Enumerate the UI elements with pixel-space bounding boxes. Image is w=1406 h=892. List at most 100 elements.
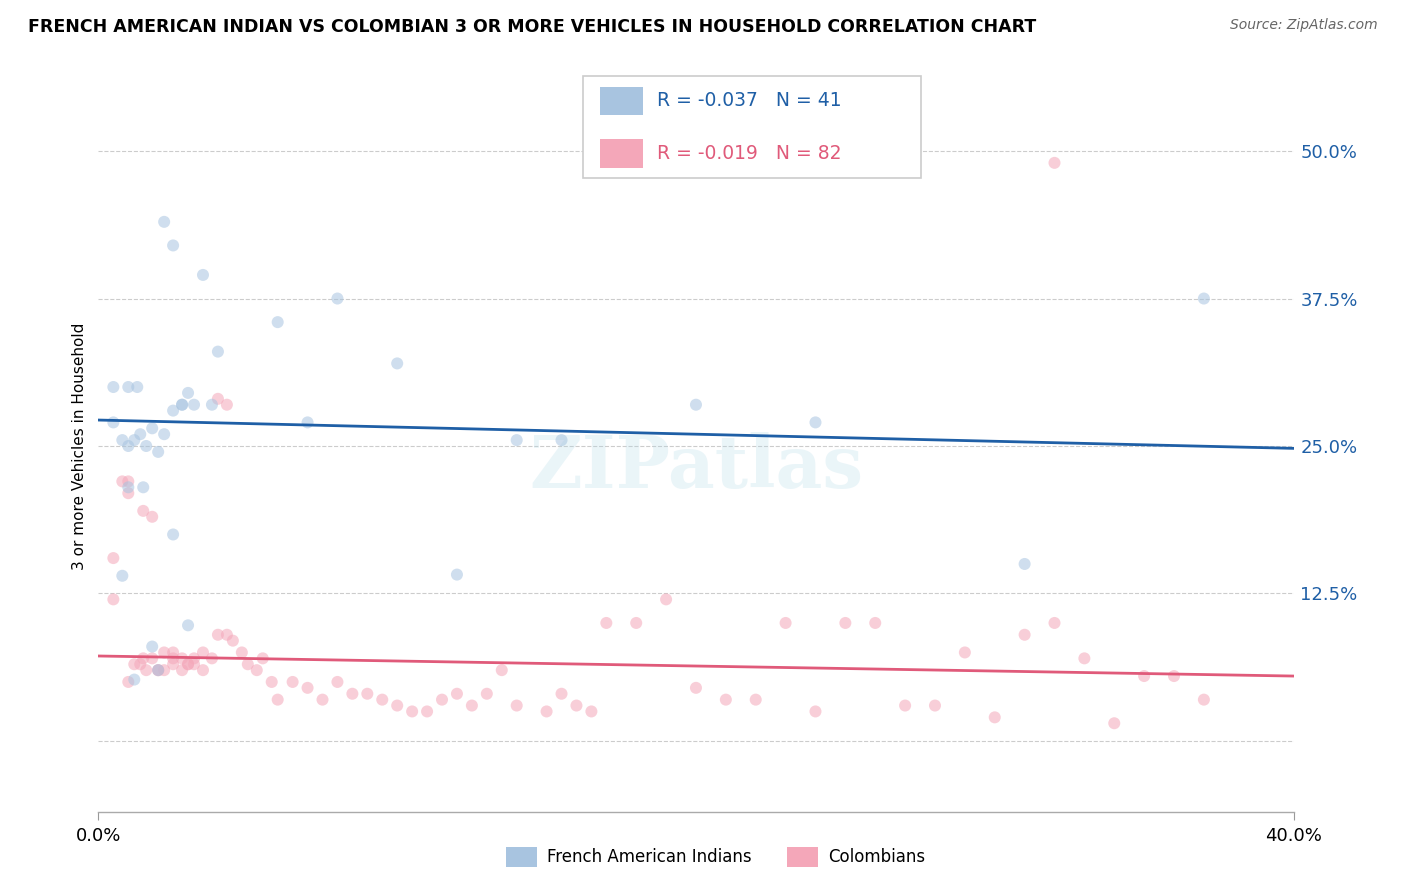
Point (191, 268, 214, 282)
Point (103, 416, 125, 430)
Point (281, 675, 304, 690)
Text: ZIPatlas: ZIPatlas (529, 433, 863, 503)
Point (461, 698, 484, 713)
Point (141, 509, 163, 524)
Point (162, 657, 184, 672)
Point (475, 687, 498, 701)
Point (183, 657, 205, 672)
Text: R = -0.019   N = 82: R = -0.019 N = 82 (657, 144, 841, 163)
Point (953, 645, 976, 659)
Point (207, 392, 229, 406)
Point (117, 675, 139, 690)
Point (506, 698, 529, 713)
Point (311, 692, 333, 706)
Point (401, 705, 423, 719)
Point (356, 687, 378, 701)
Point (132, 480, 155, 494)
Point (135, 663, 157, 677)
Point (1133, 669, 1156, 683)
Point (127, 380, 149, 394)
Point (1073, 651, 1095, 665)
Point (117, 380, 139, 394)
Point (103, 380, 125, 394)
Point (162, 527, 184, 541)
Point (984, 710, 1007, 724)
Point (342, 687, 364, 701)
Point (252, 651, 274, 665)
Point (162, 651, 184, 665)
Point (153, 645, 176, 659)
Point (385, 698, 409, 713)
Point (148, 445, 170, 459)
Text: Colombians: Colombians (828, 848, 925, 866)
Point (153, 215, 176, 229)
Point (177, 657, 200, 672)
Point (326, 292, 349, 306)
Point (326, 675, 349, 690)
Point (103, 592, 125, 607)
Point (1192, 292, 1215, 306)
Point (1014, 557, 1036, 571)
Point (924, 698, 946, 713)
Point (172, 651, 194, 665)
Point (135, 439, 157, 453)
Point (215, 628, 238, 642)
Point (536, 705, 558, 719)
Point (129, 657, 152, 672)
Point (297, 681, 319, 695)
Point (183, 398, 205, 412)
Point (191, 663, 214, 677)
Point (267, 315, 290, 329)
Point (153, 663, 176, 677)
Point (111, 433, 134, 447)
Text: French American Indians: French American Indians (547, 848, 752, 866)
Point (148, 663, 170, 677)
Point (111, 475, 134, 489)
Point (236, 657, 259, 672)
Y-axis label: 3 or more Vehicles in Household: 3 or more Vehicles in Household (72, 322, 87, 570)
Point (685, 398, 707, 412)
Text: R = -0.037   N = 41: R = -0.037 N = 41 (657, 91, 841, 111)
Point (117, 475, 139, 489)
Point (231, 645, 253, 659)
Point (595, 615, 617, 630)
Point (655, 592, 678, 607)
Point (804, 416, 827, 430)
Point (1014, 628, 1036, 642)
Point (191, 645, 214, 659)
Point (267, 692, 290, 706)
Point (172, 398, 194, 412)
Point (260, 675, 283, 690)
Point (177, 385, 200, 400)
Point (1104, 716, 1126, 731)
Point (550, 687, 572, 701)
Point (834, 615, 856, 630)
Point (1043, 615, 1066, 630)
Point (129, 427, 152, 442)
Point (491, 663, 513, 677)
Point (132, 651, 155, 665)
Point (565, 698, 588, 713)
Point (446, 567, 468, 582)
Point (124, 433, 146, 447)
Point (430, 692, 453, 706)
Text: Source: ZipAtlas.com: Source: ZipAtlas.com (1230, 18, 1378, 32)
Point (162, 403, 184, 417)
Point (132, 504, 155, 518)
Point (153, 427, 176, 442)
Point (371, 692, 394, 706)
Point (162, 645, 184, 659)
Point (416, 705, 439, 719)
Point (626, 615, 648, 630)
Point (550, 433, 572, 447)
Point (103, 551, 125, 566)
Point (117, 486, 139, 500)
Point (714, 692, 737, 706)
Point (117, 480, 139, 494)
Point (201, 398, 224, 412)
Point (111, 568, 134, 582)
Point (141, 651, 163, 665)
Point (172, 663, 194, 677)
Point (865, 615, 887, 630)
Point (804, 705, 827, 719)
